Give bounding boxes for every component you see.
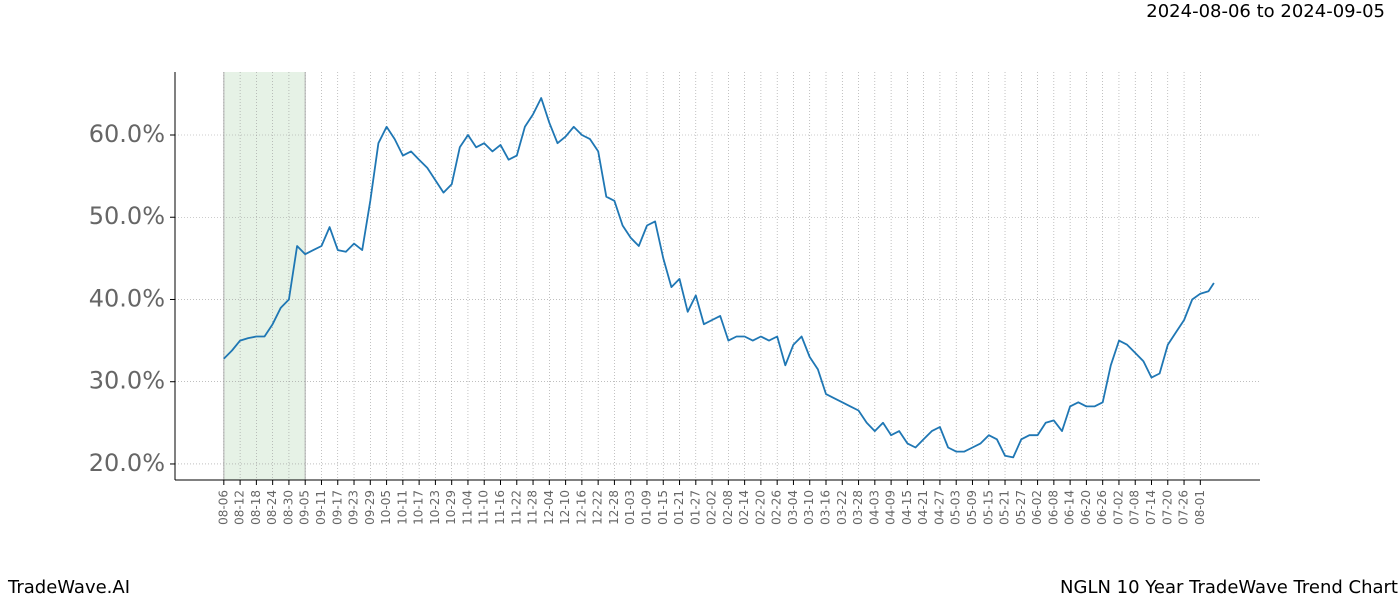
x-tick-label: 10-05 <box>379 490 393 525</box>
y-tick-label: 40.0% <box>89 284 165 312</box>
x-tick-label: 02-02 <box>705 490 719 525</box>
x-tick-label: 08-30 <box>281 490 295 525</box>
chart-caption: NGLN 10 Year TradeWave Trend Chart <box>1060 577 1398 598</box>
x-tick-label: 02-26 <box>770 490 784 525</box>
x-tick-label: 12-28 <box>607 490 621 525</box>
x-tick-label: 12-16 <box>574 490 588 525</box>
x-tick-label: 11-22 <box>509 490 523 525</box>
brand: TradeWave.AI <box>7 577 130 598</box>
x-tick-label: 08-24 <box>265 490 279 525</box>
x-tick-label: 10-23 <box>428 490 442 525</box>
x-tick-label: 03-28 <box>851 490 865 525</box>
x-tick-label: 11-04 <box>460 490 474 525</box>
x-tick-label: 06-20 <box>1079 490 1093 525</box>
x-tick-label: 01-09 <box>639 490 653 525</box>
x-tick-label: 01-27 <box>688 490 702 525</box>
x-tick-label: 09-05 <box>298 490 312 525</box>
x-tick-label: 01-03 <box>623 490 637 525</box>
x-tick-label: 04-27 <box>932 490 946 525</box>
x-tick-label: 06-26 <box>1095 490 1109 525</box>
x-tick-label: 04-03 <box>867 490 881 525</box>
trend-line <box>223 97 1215 459</box>
y-tick-label: 50.0% <box>89 202 165 230</box>
y-tick-label: 60.0% <box>89 120 165 148</box>
x-tick-label: 07-20 <box>1160 490 1174 525</box>
x-tick-label: 09-23 <box>347 490 361 525</box>
x-tick-label: 07-08 <box>1128 490 1142 525</box>
x-tick-label: 11-10 <box>477 490 491 525</box>
x-tick-label: 06-02 <box>1030 490 1044 525</box>
x-tick-label: 03-04 <box>786 490 800 525</box>
x-tick-label: 05-09 <box>965 490 979 525</box>
x-tick-label: 03-22 <box>835 490 849 525</box>
x-tick-label: 04-21 <box>916 490 930 525</box>
x-tick-label: 10-11 <box>395 490 409 525</box>
x-tick-label: 08-18 <box>249 490 263 525</box>
x-tick-label: 05-03 <box>949 490 963 525</box>
x-tick-label: 06-14 <box>1063 490 1077 525</box>
x-tick-label: 03-16 <box>819 490 833 525</box>
x-tick-label: 08-12 <box>233 490 247 525</box>
x-tick-label: 07-26 <box>1177 490 1191 525</box>
x-tick-label: 04-15 <box>900 490 914 525</box>
x-tick-label: 02-14 <box>737 490 751 525</box>
x-tick-label: 04-09 <box>884 490 898 525</box>
y-tick-label: 30.0% <box>89 367 165 395</box>
x-tick-label: 02-20 <box>753 490 767 525</box>
x-tick-label: 01-21 <box>672 490 686 525</box>
x-tick-label: 10-17 <box>412 490 426 525</box>
x-tick-label: 08-06 <box>216 490 230 525</box>
x-tick-label: 01-15 <box>656 490 670 525</box>
x-tick-label: 06-08 <box>1046 490 1060 525</box>
x-tick-label: 09-17 <box>330 490 344 525</box>
x-tick-label: 02-08 <box>721 490 735 525</box>
x-tick-label: 03-10 <box>802 490 816 525</box>
x-tick-label: 10-29 <box>444 490 458 525</box>
y-tick-label: 20.0% <box>89 449 165 477</box>
x-tick-label: 11-16 <box>493 490 507 525</box>
x-tick-label: 05-27 <box>1014 490 1028 525</box>
x-tick-label: 07-02 <box>1111 490 1125 525</box>
chart-title: 2024-08-06 to 2024-09-05 <box>1146 1 1385 22</box>
x-tick-label: 12-22 <box>591 490 605 525</box>
x-tick-label: 08-01 <box>1193 490 1207 525</box>
x-tick-label: 09-11 <box>314 490 328 525</box>
x-tick-label: 11-28 <box>526 490 540 525</box>
x-tick-label: 12-04 <box>542 490 556 525</box>
x-tick-label: 12-10 <box>558 490 572 525</box>
x-tick-label: 05-21 <box>998 490 1012 525</box>
x-tick-label: 09-29 <box>363 490 377 525</box>
x-tick-label: 07-14 <box>1144 490 1158 525</box>
x-tick-label: 05-15 <box>981 490 995 525</box>
